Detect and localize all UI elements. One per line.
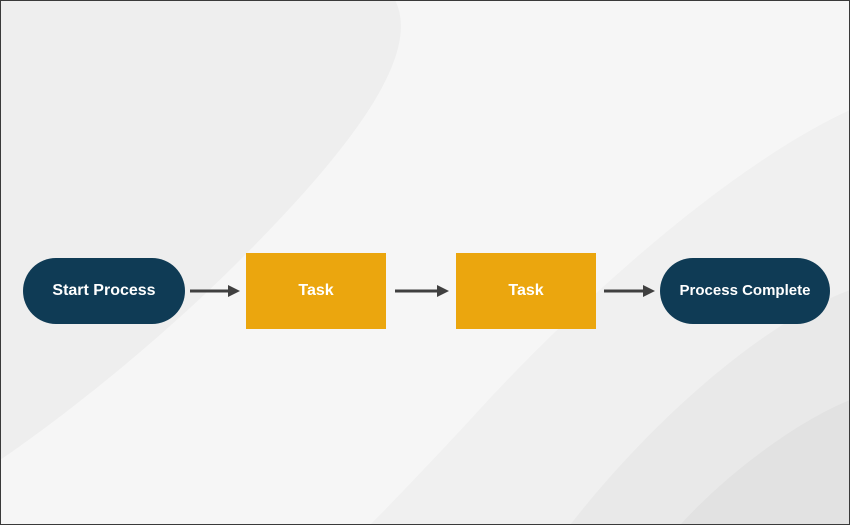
flow-node-start: Start Process: [23, 258, 185, 324]
flow-arrow: [604, 282, 655, 300]
flow-node-label: Process Complete: [680, 282, 811, 300]
flowchart-canvas: Start Process Task Task Process Complete: [0, 0, 850, 525]
flow-arrow: [395, 282, 449, 300]
flow-node-end: Process Complete: [660, 258, 830, 324]
flow-node-task-2: Task: [456, 253, 596, 329]
flow-node-label: Task: [298, 281, 333, 300]
flow-node-label: Task: [508, 281, 543, 300]
flow-arrow: [190, 282, 240, 300]
flow-node-label: Start Process: [52, 281, 155, 300]
flow-node-task-1: Task: [246, 253, 386, 329]
